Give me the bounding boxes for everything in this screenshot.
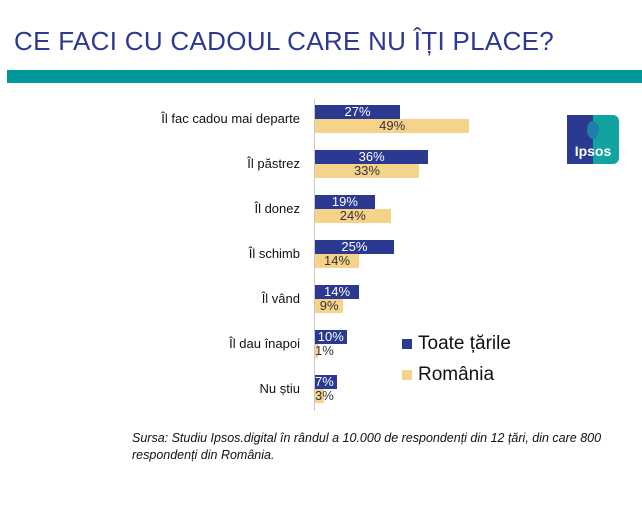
bar-romania: 3% — [315, 389, 334, 403]
category-label: Nu știu — [259, 381, 300, 396]
bar-romania: 33% — [315, 164, 419, 178]
data-label: 10% — [317, 329, 344, 344]
bar-romania: 24% — [315, 209, 391, 223]
data-label: 14% — [324, 284, 351, 299]
bar-toate-tarile: 10% — [315, 330, 347, 344]
category-label: Îl fac cadou mai departe — [161, 111, 300, 126]
ipsos-logo: Ipsos — [567, 115, 619, 164]
data-label: 9% — [319, 298, 339, 313]
bar-romania: 9% — [315, 298, 344, 313]
bar-toate-tarile: 27% — [315, 104, 401, 119]
chart-title: CE FACI CU CADOUL CARE NU ÎȚI PLACE? — [14, 26, 555, 56]
category-axis — [314, 99, 315, 411]
data-label: 19% — [331, 194, 358, 209]
category-label: Îl dau înapoi — [229, 336, 300, 351]
category-label: Îl vând — [261, 291, 300, 306]
bar-toate-tarile: 14% — [315, 284, 360, 299]
data-label: 25% — [341, 239, 368, 254]
data-label: 24% — [339, 208, 366, 223]
source-note: Sursa: Studiu Ipsos.digital în rândul a … — [132, 431, 602, 462]
logo-head-icon — [587, 121, 599, 139]
data-label: 14% — [324, 253, 351, 268]
data-label: 3% — [315, 388, 334, 403]
data-label: 33% — [353, 163, 380, 178]
legend-label: Toate țările — [418, 333, 511, 354]
legend-item-toate-tarile: Toate țările — [402, 333, 511, 355]
category-label: Îl donez — [254, 201, 300, 216]
title-divider — [7, 70, 642, 83]
bar-romania: 1% — [315, 344, 334, 358]
bar-toate-tarile: 7% — [315, 374, 338, 389]
legend-swatch — [402, 370, 412, 380]
data-label: 7% — [315, 374, 334, 389]
legend-label: România — [418, 364, 495, 385]
category-label: Îl schimb — [248, 246, 300, 261]
data-label: 27% — [344, 104, 371, 119]
legend-item-romania: România — [402, 364, 494, 386]
data-label: 49% — [379, 118, 406, 133]
bar-toate-tarile: 19% — [315, 195, 375, 209]
bar-romania: 49% — [315, 118, 470, 133]
data-label: 1% — [315, 343, 334, 358]
category-label: Îl păstrez — [247, 156, 300, 171]
bar-toate-tarile: 25% — [315, 240, 394, 254]
bar-toate-tarile: 36% — [315, 149, 429, 164]
bar-romania: 14% — [315, 253, 360, 268]
data-label: 36% — [358, 149, 385, 164]
legend-swatch — [402, 339, 412, 349]
